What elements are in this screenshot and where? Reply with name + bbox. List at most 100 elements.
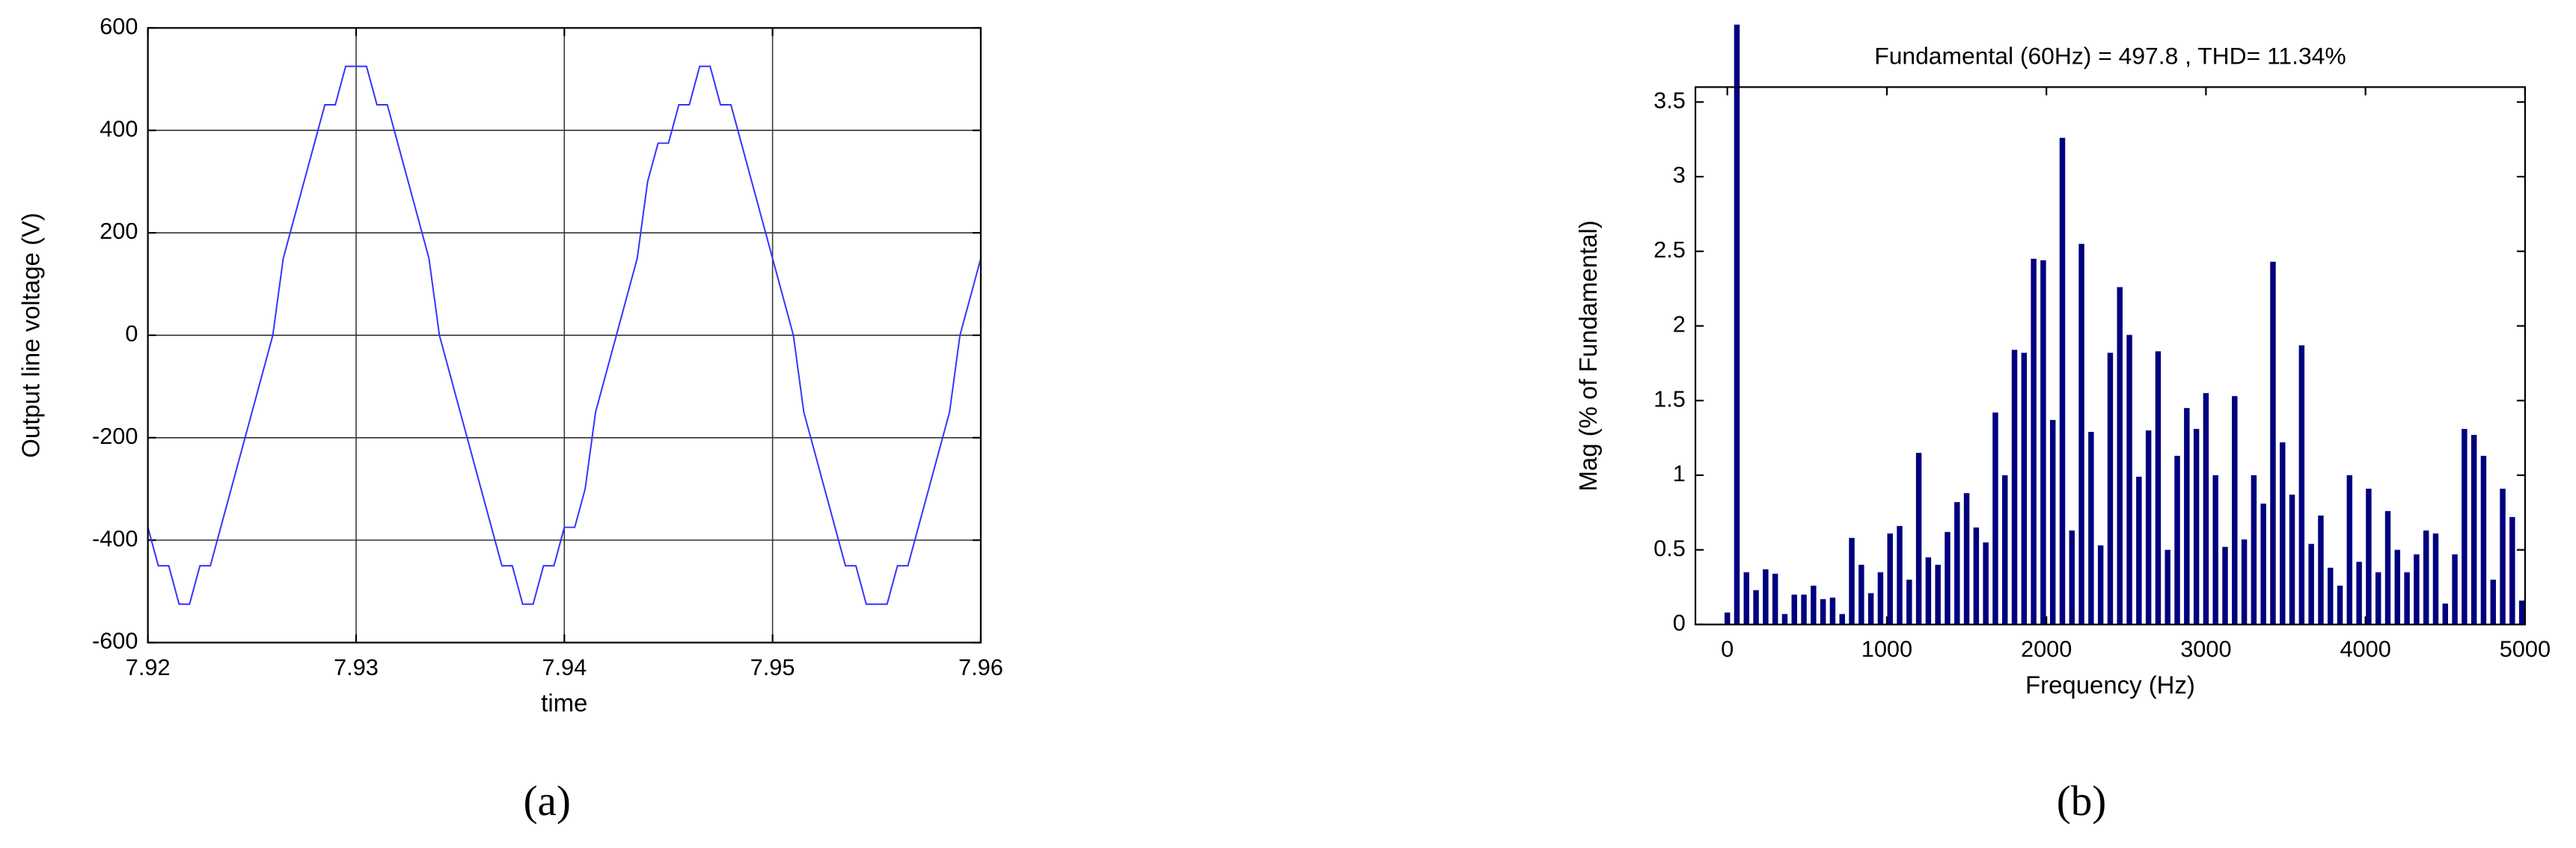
x-tick-label: 3000 — [2180, 636, 2231, 662]
bar — [2117, 287, 2123, 625]
y-tick-label: 1.5 — [1653, 385, 1686, 412]
bar — [2432, 533, 2439, 625]
bar — [1963, 492, 1970, 625]
y-tick-label: 3 — [1673, 162, 1686, 188]
y-tick-label: 0.5 — [1653, 535, 1686, 561]
x-tick-label: 7.92 — [126, 654, 171, 680]
y-tick-label: 600 — [100, 13, 138, 39]
bar — [2078, 243, 2084, 625]
bar — [1887, 533, 1893, 625]
bar — [2289, 494, 2295, 625]
bar — [2040, 260, 2046, 625]
bar — [1858, 564, 1864, 625]
panel: 0 0.5 1 1.5 2 2.5 3 3.5 0 1000 2000 3000 4000 5000 Fun… — [1574, 24, 2551, 825]
bar — [2280, 442, 2286, 625]
bar — [2308, 543, 2314, 625]
y-tick-label: -400 — [92, 525, 138, 552]
bar — [1829, 597, 1836, 625]
y-tick-label: 200 — [100, 218, 138, 244]
data-layer — [1724, 24, 2525, 625]
caption: (b) — [2057, 778, 2107, 825]
bar — [2011, 350, 2018, 625]
bar — [1743, 572, 1750, 625]
x-tick-label: 7.93 — [334, 654, 379, 680]
bar — [1801, 594, 1807, 625]
bar — [2069, 530, 2075, 625]
bar — [2174, 456, 2180, 625]
x-tick-label: 2000 — [2021, 636, 2072, 662]
y-tick-label: 400 — [100, 115, 138, 141]
bar — [2356, 561, 2362, 625]
y-tick-label: 1 — [1673, 460, 1686, 486]
bar — [1867, 593, 1874, 625]
bar — [2097, 545, 2104, 625]
y-tick-label: 3.5 — [1653, 87, 1686, 113]
voltage-line — [147, 65, 981, 606]
x-tick-label: 4000 — [2340, 636, 2390, 662]
bar — [2518, 600, 2525, 625]
bar — [2298, 345, 2305, 625]
y-tick-label: -200 — [92, 423, 138, 449]
bar — [2404, 572, 2410, 625]
bar — [2337, 585, 2343, 625]
x-tick-label: 7.94 — [542, 654, 587, 680]
bar — [2260, 503, 2266, 625]
bar — [2222, 546, 2228, 625]
bar — [2021, 353, 2028, 625]
y-tick-label: 2 — [1673, 311, 1686, 338]
bar — [2346, 475, 2353, 625]
x-tick-label: 1000 — [1861, 636, 1912, 662]
data-layer — [147, 65, 981, 606]
bar — [2232, 396, 2238, 625]
bar — [2088, 432, 2094, 625]
bar — [1906, 579, 1912, 625]
plot-frame — [147, 27, 982, 644]
x-axis-label: time — [541, 689, 587, 717]
bar — [1820, 599, 1826, 625]
y-tick-label: 2.5 — [1653, 237, 1686, 263]
bar — [2145, 430, 2152, 625]
bar — [1915, 453, 1922, 625]
bar — [1763, 569, 1769, 625]
y-tick-label: -600 — [92, 628, 138, 654]
bar — [2251, 475, 2257, 625]
bar — [2471, 435, 2477, 625]
bar — [2136, 476, 2142, 625]
bar — [1877, 572, 1884, 625]
bar — [2442, 603, 2449, 625]
bar — [2318, 515, 2324, 625]
bar — [2241, 539, 2248, 625]
x-tick-label: 0 — [1721, 636, 1734, 662]
x-tick-label: 7.96 — [958, 654, 1003, 680]
bar — [2203, 393, 2209, 625]
bar — [1734, 24, 1740, 625]
panel: -600 -400 -200 0 200 400 600 7.92 7.93 7.94 7.95 7.… — [17, 13, 1003, 825]
bar — [2270, 261, 2276, 625]
y-tick-label: 0 — [1673, 610, 1686, 636]
bar — [2452, 554, 2458, 625]
bar — [2001, 475, 2008, 625]
bar — [2394, 549, 2401, 625]
bar — [2059, 138, 2066, 625]
bar — [2184, 408, 2190, 625]
bar — [2366, 488, 2372, 625]
bar — [1954, 501, 1960, 625]
bar — [1973, 527, 1980, 625]
bar — [1983, 542, 1989, 625]
bar — [1935, 564, 1941, 625]
bar — [2414, 554, 2420, 625]
bar — [2049, 420, 2056, 625]
chart-title: Fundamental (60Hz) = 497.8 , THD= 11.34% — [1874, 42, 2346, 69]
bar — [2126, 335, 2132, 625]
y-axis-label: Output line voltage (V) — [17, 213, 45, 458]
bar — [2462, 429, 2468, 625]
x-tick-label: 7.95 — [750, 654, 795, 680]
bar — [1772, 573, 1778, 625]
y-axis-label: Mag (% of Fundamental) — [1574, 220, 1602, 491]
bar — [2107, 353, 2114, 625]
bar — [2509, 516, 2515, 625]
bar — [1791, 594, 1797, 625]
bar — [1811, 585, 1817, 625]
bar — [1992, 412, 1998, 625]
